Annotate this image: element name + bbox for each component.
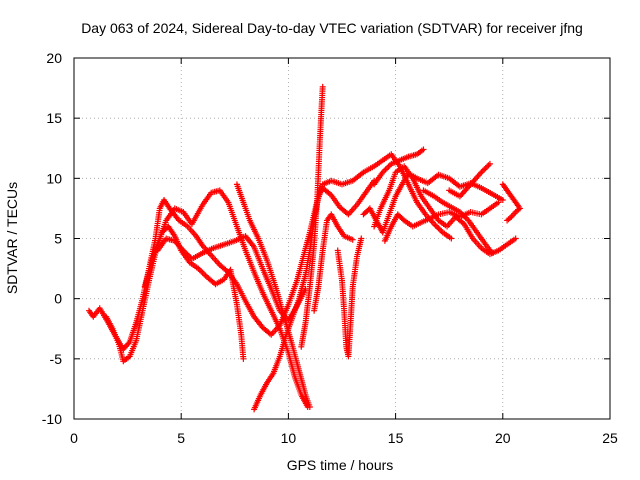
y-tick-label: 5 [54, 231, 62, 247]
data-point [432, 222, 439, 229]
data-point [198, 268, 205, 275]
data-point [499, 196, 506, 203]
data-point [384, 165, 391, 172]
x-tick-labels: 0 5 10 15 20 25 [70, 430, 618, 446]
chart-title: Day 063 of 2024, Sidereal Day-to-day VTE… [81, 20, 583, 36]
y-tick-label: -5 [50, 351, 63, 367]
series-track-9 [334, 235, 365, 360]
series-track-6 [251, 177, 378, 413]
x-tick-label: 10 [281, 430, 297, 446]
x-tick-label: 25 [602, 430, 618, 446]
y-tick-label: 20 [46, 50, 62, 66]
series-track-7 [298, 83, 326, 350]
data-point [306, 403, 313, 410]
data-point [385, 163, 392, 170]
data-point [434, 223, 441, 230]
data-point [495, 199, 502, 206]
data-series [86, 83, 523, 413]
grid-lines [74, 58, 610, 419]
data-point [358, 235, 365, 242]
x-tick-label: 15 [388, 430, 404, 446]
data-point [349, 236, 356, 243]
data-point [201, 271, 208, 278]
data-point [482, 165, 489, 172]
data-point [240, 355, 247, 362]
series-track-5 [233, 181, 313, 410]
y-tick-label: 0 [54, 291, 62, 307]
data-point [479, 167, 486, 174]
series-track-14 [420, 187, 496, 256]
y-tick-labels: -10 -5 0 5 10 15 20 [42, 50, 62, 427]
x-tick-label: 20 [495, 430, 511, 446]
data-point [504, 217, 511, 224]
series-track-15 [446, 160, 493, 200]
x-axis-label: GPS time / hours [287, 457, 394, 473]
data-point [481, 166, 488, 173]
x-tick-label: 5 [177, 430, 185, 446]
data-point [420, 146, 427, 153]
axis-ticks [73, 57, 611, 420]
data-point [382, 166, 389, 173]
y-axis-label: SDTVAR / TECUs [4, 182, 20, 294]
y-tick-label: 15 [46, 110, 62, 126]
data-point [399, 216, 406, 223]
data-point [485, 162, 492, 169]
data-point [436, 226, 443, 233]
data-point [484, 163, 491, 170]
data-point [435, 225, 442, 232]
series-track-8 [311, 211, 356, 314]
series-track-4 [154, 233, 309, 324]
y-tick-label: 10 [46, 170, 62, 186]
data-point [489, 249, 496, 256]
series-track-16 [499, 181, 523, 224]
y-tick-label: -10 [42, 411, 62, 427]
data-point [512, 235, 519, 242]
x-tick-label: 0 [70, 430, 78, 446]
series-track-12 [381, 199, 502, 244]
data-point [199, 269, 206, 276]
series-track-13 [371, 146, 427, 188]
data-point [448, 235, 455, 242]
data-point [486, 160, 493, 167]
data-point [319, 83, 326, 90]
